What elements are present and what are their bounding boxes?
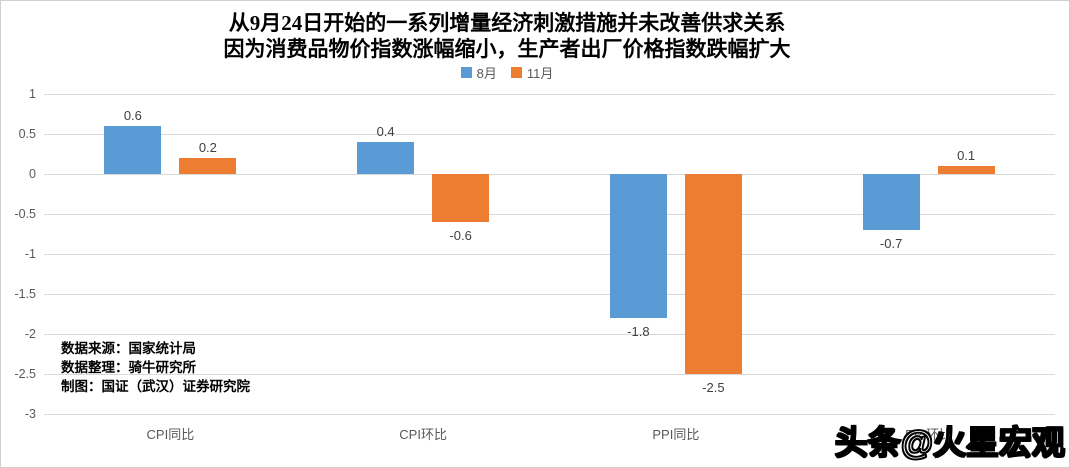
x-axis-label: CPI同比 [146,427,195,442]
data-label: -0.7 [879,236,903,251]
chart-title-line1: 从9月24日开始的一系列增量经济刺激措施并未改善供求关系 [228,11,786,35]
y-axis-label: -1.5 [14,287,36,301]
gridline [44,293,1055,295]
gridline [44,93,1055,95]
y-axis-label: 0 [29,167,36,181]
data-label: -1.8 [627,324,650,339]
y-axis-label: -2.5 [14,367,36,381]
data-label: 0.6 [123,108,142,123]
y-axis-label: -1 [24,247,36,261]
legend-item-1: 11月 [510,63,554,82]
gridline [44,333,1055,335]
annotation-data-editor: 数据整理：骑牛研究所 [61,360,196,375]
gridline [44,133,1055,135]
bar [937,166,995,174]
annotation-chart-credit: 制图：国证（武汉）证券研究院 [61,379,250,394]
y-axis-label: 0.5 [18,127,36,141]
bar [357,142,415,174]
data-label: 0.2 [198,140,217,155]
watermark: 头条@火星宏观 [834,423,1066,462]
annotations: 数据来源：国家统计局 数据整理：骑牛研究所 制图：国证（武汉）证券研究院 [61,339,250,396]
chart-title-line2: 因为消费品物价指数涨幅缩小，生产者出厂价格指数跌幅扩大 [223,37,791,61]
data-label: 0.4 [376,124,395,139]
x-axis-label: PPI环比 [905,427,953,442]
legend-swatch [460,66,472,78]
bar [609,174,667,318]
annotation-data-source: 数据来源：国家统计局 [61,341,196,356]
data-label: 0.1 [957,148,976,163]
chart-title: 从9月24日开始的一系列增量经济刺激措施并未改善供求关系 因为消费品物价指数涨幅… [1,10,1013,62]
gridline [44,173,1055,175]
bar [432,174,490,222]
x-axis-label: PPI同比 [652,427,700,442]
bar [684,174,742,374]
y-axis-label: 1 [29,87,36,101]
bar [862,174,920,230]
legend-item-0: 8月 [460,63,497,82]
data-label: -2.5 [702,380,725,395]
y-axis-label: -2 [24,327,36,341]
y-axis-label: -3 [24,407,36,421]
bar [179,158,237,174]
legend-swatch [510,66,522,78]
y-axis-label: -0.5 [14,207,36,221]
gridline [44,413,1055,415]
legend: 8月 11月 [1,63,1013,81]
bar [104,126,162,174]
gridline [44,373,1055,375]
gridline [44,213,1055,215]
legend-label: 8月 [476,65,497,81]
data-label: -0.6 [449,228,472,243]
legend-label: 11月 [526,65,554,81]
gridline [44,253,1055,255]
x-axis-label: CPI环比 [399,427,447,442]
